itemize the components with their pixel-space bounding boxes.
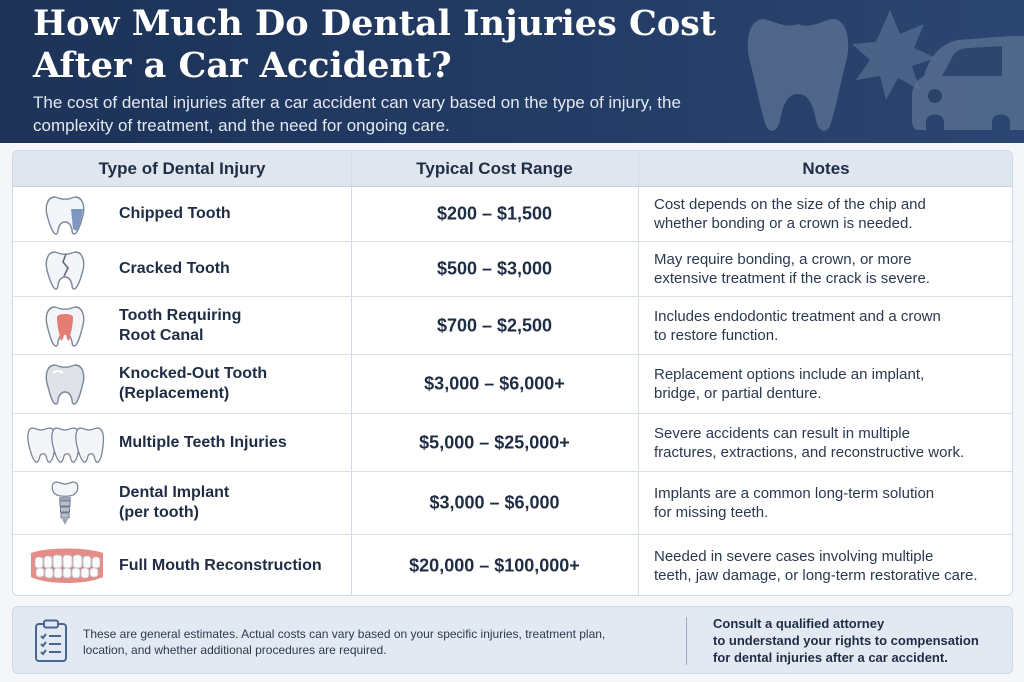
- disclaimer-text: These are general estimates. Actual cost…: [83, 627, 606, 657]
- table-header-row: Type of Dental Injury Typical Cost Range…: [13, 151, 1012, 187]
- consult-attorney-text: Consult a qualified attorney to understa…: [713, 616, 979, 665]
- cracked-tooth-icon: [27, 246, 107, 292]
- cost-range: $5,000 – $25,000+: [419, 432, 570, 452]
- footer-divider: [686, 617, 687, 665]
- knocked-out-tooth-icon: [27, 361, 107, 407]
- cost-range: $200 – $1,500: [436, 203, 553, 224]
- injury-note: Includes endodontic treatment and a crow…: [654, 307, 941, 344]
- cost-range: $500 – $3,000: [436, 258, 553, 279]
- cost-range: $3,000 – $6,000+: [424, 373, 565, 394]
- table-row: Knocked-Out Tooth (Replacement) $3,000 –…: [13, 355, 1012, 414]
- injury-note: May require bonding, a crown, or more ex…: [654, 251, 930, 287]
- column-header-notes: Notes: [802, 159, 850, 178]
- cost-range: $20,000 – $100,000+: [409, 555, 580, 576]
- clipboard-icon: [33, 619, 69, 663]
- table-row: Dental Implant (per tooth) $3,000 – $6,0…: [13, 472, 1012, 535]
- cost-range: $700 – $2,500: [436, 315, 553, 335]
- injury-type: Knocked-Out Tooth (Replacement): [119, 365, 268, 402]
- injury-note: Severe accidents can result in multiple …: [654, 424, 965, 461]
- page-title: How Much Do Dental Injuries Cost After a…: [33, 3, 717, 86]
- header-banner: How Much Do Dental Injuries Cost After a…: [0, 0, 1024, 143]
- column-header-type: Type of Dental Injury: [98, 159, 266, 178]
- chipped-tooth-icon: [27, 191, 107, 237]
- impact-burst-icon: [852, 10, 936, 100]
- cost-range: $3,000 – $6,000: [429, 492, 560, 513]
- column-divider: [638, 151, 639, 595]
- table-row: Multiple Teeth Injuries $5,000 – $25,000…: [13, 414, 1012, 472]
- injury-note: Needed in severe cases involving multipl…: [654, 548, 978, 584]
- column-divider: [351, 151, 352, 595]
- denture-icon: [27, 543, 107, 589]
- table-row: Chipped Tooth $200 – $1,500 Cost depends…: [13, 187, 1012, 242]
- injury-type: Full Mouth Reconstruction: [119, 557, 322, 574]
- root-canal-tooth-icon: [27, 303, 107, 349]
- table-row: Cracked Tooth $500 – $3,000 May require …: [13, 242, 1012, 297]
- multiple-teeth-icon: [27, 420, 107, 466]
- injury-type: Multiple Teeth Injuries: [119, 433, 287, 451]
- injury-type: Dental Implant (per tooth): [119, 484, 230, 521]
- header-tooth-icon: [747, 19, 849, 131]
- table-row: Full Mouth Reconstruction $20,000 – $100…: [13, 535, 1012, 595]
- injury-type: Chipped Tooth: [119, 205, 231, 222]
- injury-note: Implants are a common long-term solution…: [654, 485, 935, 521]
- injury-note: Replacement options include an implant, …: [654, 366, 925, 402]
- footer-panel: These are general estimates. Actual cost…: [12, 606, 1013, 674]
- cost-table: Type of Dental Injury Typical Cost Range…: [12, 150, 1013, 596]
- tooth-car-illustration: [740, 0, 1024, 143]
- injury-type: Tooth Requiring Root Canal: [119, 306, 242, 344]
- injury-note: Cost depends on the size of the chip and…: [654, 196, 926, 232]
- table-row: Tooth Requiring Root Canal $700 – $2,500…: [13, 297, 1012, 355]
- injury-type: Cracked Tooth: [119, 260, 230, 277]
- page-subtitle: The cost of dental injuries after a car …: [33, 93, 681, 135]
- column-header-cost: Typical Cost Range: [416, 159, 573, 178]
- dental-implant-icon: [27, 480, 107, 526]
